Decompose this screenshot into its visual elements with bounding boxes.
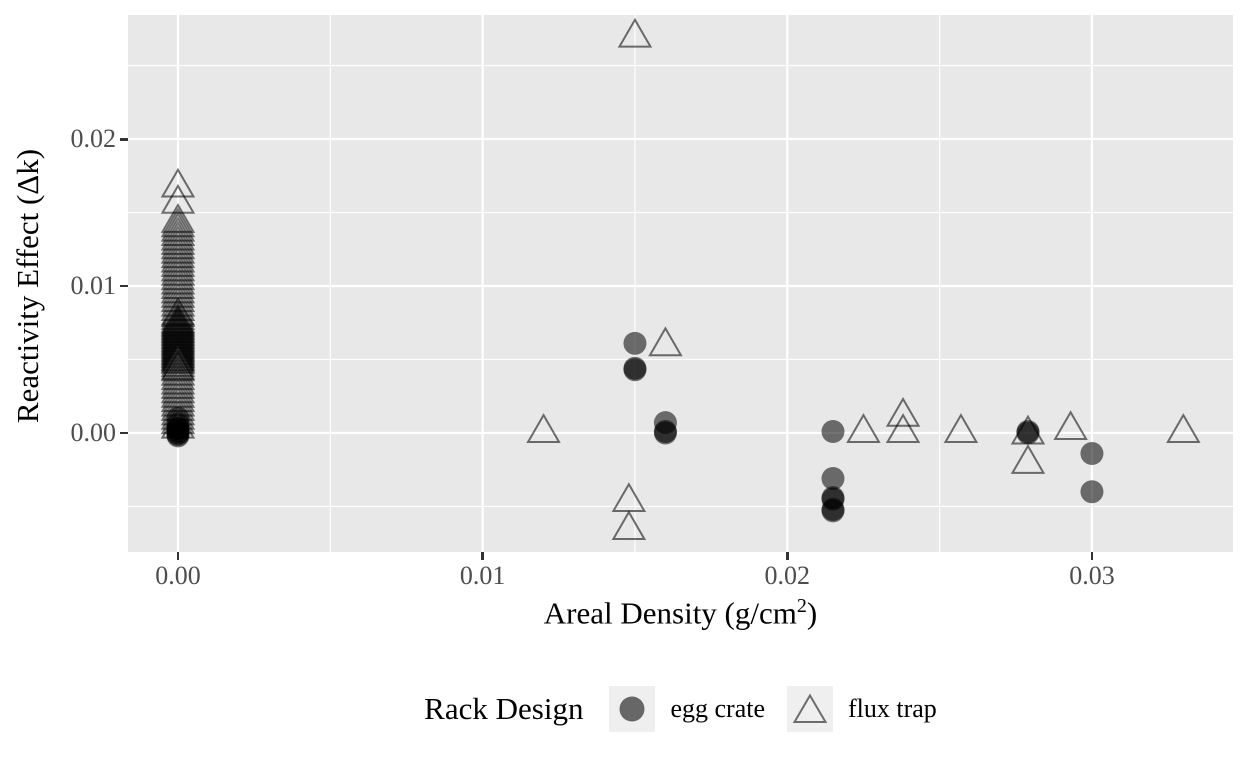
x-axis-title: Areal Density (g/cm2) [128,595,1233,631]
x-tick-label: 0.02 [764,561,811,590]
y-tick-mark [120,284,128,288]
legend: Rack Design egg crate flux trap [128,686,1233,732]
y-tick-mark [120,138,128,141]
scatter-point-flux-trap [846,413,881,443]
y-tick-label: 0.01 [70,270,117,300]
scatter-point-egg-crate [1080,480,1104,504]
scatter-point-egg-crate [623,358,647,382]
scatter-point-egg-crate [1016,421,1040,445]
scatter-point-flux-trap [943,413,979,443]
x-tick-label: 0.03 [1069,561,1115,590]
legend-item-egg-crate: egg crate [609,686,765,732]
x-tick-mark [786,552,789,560]
scatter-point-flux-trap [885,396,921,427]
scatter-point-flux-trap [160,386,196,417]
scatter-point-flux-trap [1053,410,1088,441]
scatter-point-egg-crate [623,331,647,355]
scatter-point-flux-trap [1010,443,1046,474]
scatter-point-egg-crate [821,467,845,491]
scatter-point-flux-trap [526,413,561,443]
scatter-point-egg-crate [821,419,845,443]
scatter-point-flux-trap [648,326,683,357]
scatter-point-flux-trap [160,399,196,430]
legend-title: Rack Design [424,691,584,726]
y-axis-title: Reactivity Effect (Δk) [10,148,45,424]
y-tick-mark [120,431,128,435]
scatter-point-flux-trap [160,391,196,421]
legend-label-egg-crate: egg crate [670,694,765,723]
y-tick-label: 0.00 [70,417,117,447]
scatter-point-flux-trap [885,413,921,443]
x-axis-title-text: Areal Density (g/cm [543,595,797,631]
legend-key-egg-crate [609,686,656,732]
x-axis-title-superscript: 2 [796,595,807,617]
x-tick-label: 0.01 [459,561,506,590]
x-tick-label: 0.00 [155,561,201,590]
circle-marker-icon [619,696,645,722]
legend-key-flux-trap [787,686,833,732]
scatter-point-flux-trap [160,167,196,198]
scatter-point-flux-trap [1166,413,1201,443]
scatter-point-egg-crate [821,499,845,523]
scatter-point-flux-trap [611,510,647,540]
scatter-point-egg-crate [1080,442,1104,466]
scatter-point-flux-trap [1010,414,1046,445]
scatter-point-flux-trap [160,408,196,439]
scatter-point-egg-crate [166,424,190,448]
scatter-point-egg-crate [653,421,677,445]
x-axis-title-close: ) [806,595,818,631]
x-tick-mark [481,552,484,560]
scatter-point-flux-trap [160,404,196,435]
scatter-point-flux-trap [160,395,196,426]
y-tick-label: 0.02 [70,124,117,154]
x-tick-mark [176,552,180,560]
x-tick-mark [1090,552,1094,560]
plot-panel [128,15,1233,552]
triangle-marker-icon [792,693,828,723]
panel-background [128,15,1233,552]
legend-item-flux-trap: flux trap [787,686,937,732]
scatter-point-flux-trap [617,17,653,48]
legend-label-flux-trap: flux trap [848,694,937,723]
